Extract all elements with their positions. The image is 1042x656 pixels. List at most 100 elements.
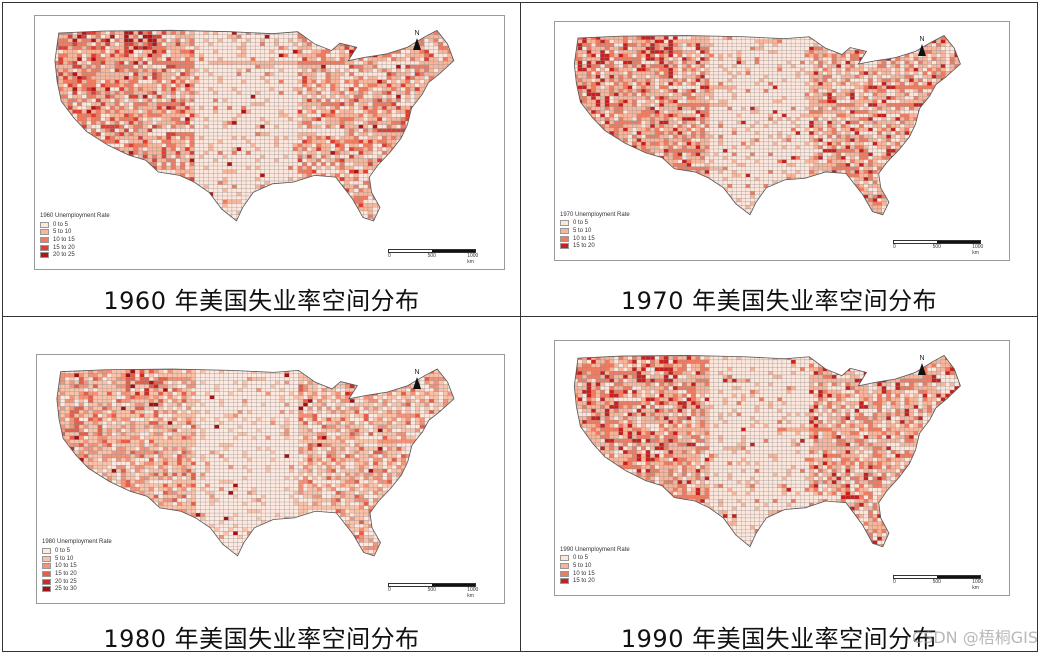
us-outline xyxy=(574,355,960,546)
legend-entry: 10 to 15 xyxy=(42,563,112,571)
legend-label: 0 to 5 xyxy=(55,548,71,555)
legend-title: 1960 Unemployment Rate xyxy=(40,213,110,219)
us-outline xyxy=(574,35,960,214)
legend-entry: 15 to 20 xyxy=(560,577,630,585)
legend-entry: 0 to 5 xyxy=(42,547,112,555)
legend-label: 5 to 10 xyxy=(573,227,592,234)
legend-label: 0 to 5 xyxy=(53,221,69,228)
legend-label: 0 to 5 xyxy=(573,555,589,562)
legend-label: 15 to 20 xyxy=(55,570,77,577)
legend-swatch xyxy=(560,570,569,577)
choropleth-map xyxy=(37,355,504,603)
legend-label: 20 to 25 xyxy=(55,578,77,585)
legend-swatch xyxy=(40,229,49,236)
legend-swatch xyxy=(40,244,49,251)
north-arrow-icon: N xyxy=(410,369,424,389)
north-label: N xyxy=(414,369,420,376)
legend-swatch xyxy=(560,578,569,585)
legend-swatch xyxy=(560,562,569,569)
watermark: CSDN @梧桐GIS xyxy=(912,628,1038,647)
county-cells xyxy=(56,369,455,556)
legend-entry: 20 to 25 xyxy=(40,251,110,259)
legend-label: 15 to 20 xyxy=(53,244,75,251)
legend-swatch xyxy=(560,555,569,562)
legend-swatch xyxy=(40,221,49,228)
map-caption: 1990 年美国失业率空间分布 xyxy=(620,625,938,653)
scale-bar: 0 500 1000 km xyxy=(388,249,478,265)
scale-label: 1000 km xyxy=(467,587,479,599)
legend-swatch xyxy=(42,578,51,585)
legend-title: 1970 Unemployment Rate xyxy=(560,211,630,218)
us-outline xyxy=(55,30,454,221)
scale-label: 1000 km xyxy=(467,253,479,265)
county-cells xyxy=(574,35,961,215)
legend-swatch xyxy=(40,252,49,259)
north-arrow-icon: N xyxy=(915,36,929,56)
legend-label: 15 to 20 xyxy=(573,243,595,250)
legend-entry: 5 to 10 xyxy=(42,555,112,563)
scale-bar: 0 500 1000 km xyxy=(893,575,983,591)
north-arrow-icon: N xyxy=(915,355,929,375)
north-label: N xyxy=(414,30,420,37)
us-outline xyxy=(57,369,454,556)
legend-entry: 10 to 15 xyxy=(560,235,630,243)
legend-entry: 5 to 10 xyxy=(560,562,630,570)
legend-swatch xyxy=(42,548,51,555)
choropleth-map xyxy=(35,16,504,269)
legend-swatch xyxy=(560,235,569,242)
legend-label: 0 to 5 xyxy=(573,220,589,227)
scale-bar: 0 500 1000 km xyxy=(893,240,983,256)
legend-entry: 5 to 10 xyxy=(40,229,110,237)
legend-label: 15 to 20 xyxy=(573,578,595,585)
scale-label: 1000 km xyxy=(972,244,984,256)
legend-entry: 25 to 30 xyxy=(42,585,112,593)
legend-entry: 15 to 20 xyxy=(560,242,630,250)
scale-label: 0 xyxy=(388,587,391,593)
north-label: N xyxy=(919,36,925,43)
map-caption: 1970 年美国失业率空间分布 xyxy=(620,287,938,315)
scale-label: 0 xyxy=(388,253,391,259)
legend-title: 1980 Unemployment Rate xyxy=(42,539,112,546)
scale-label: 500 xyxy=(932,579,941,585)
legend-entry: 5 to 10 xyxy=(560,227,630,235)
choropleth-map xyxy=(555,341,1009,595)
legend-label: 10 to 15 xyxy=(55,563,77,570)
legend-swatch xyxy=(42,570,51,577)
county-cells xyxy=(54,30,454,221)
legend-entry: 0 to 5 xyxy=(560,555,630,563)
legend-label: 10 to 15 xyxy=(53,236,75,243)
choropleth-map xyxy=(555,22,1009,260)
north-arrow-icon: N xyxy=(410,30,424,50)
legend-label: 5 to 10 xyxy=(573,562,592,569)
scale-label: 500 xyxy=(427,587,436,593)
legend-entry: 10 to 15 xyxy=(560,570,630,578)
legend-entry: 15 to 20 xyxy=(40,244,110,252)
map-caption: 1980 年美国失业率空间分布 xyxy=(103,625,420,653)
scale-label: 500 xyxy=(427,253,436,259)
legend-label: 5 to 10 xyxy=(53,229,72,236)
legend-swatch xyxy=(40,236,49,243)
legend-label: 5 to 10 xyxy=(55,555,74,562)
legend-entry: 0 to 5 xyxy=(560,220,630,228)
legend-entry: 20 to 25 xyxy=(42,578,112,586)
legend-swatch xyxy=(560,220,569,227)
legend-label: 10 to 15 xyxy=(573,570,595,577)
legend-swatch xyxy=(560,243,569,250)
legend-swatch xyxy=(42,563,51,570)
scale-label: 0 xyxy=(893,244,896,250)
legend-entry: 10 to 15 xyxy=(40,236,110,244)
scale-label: 0 xyxy=(893,579,896,585)
legend-swatch xyxy=(42,586,51,593)
legend-label: 10 to 15 xyxy=(573,235,595,242)
